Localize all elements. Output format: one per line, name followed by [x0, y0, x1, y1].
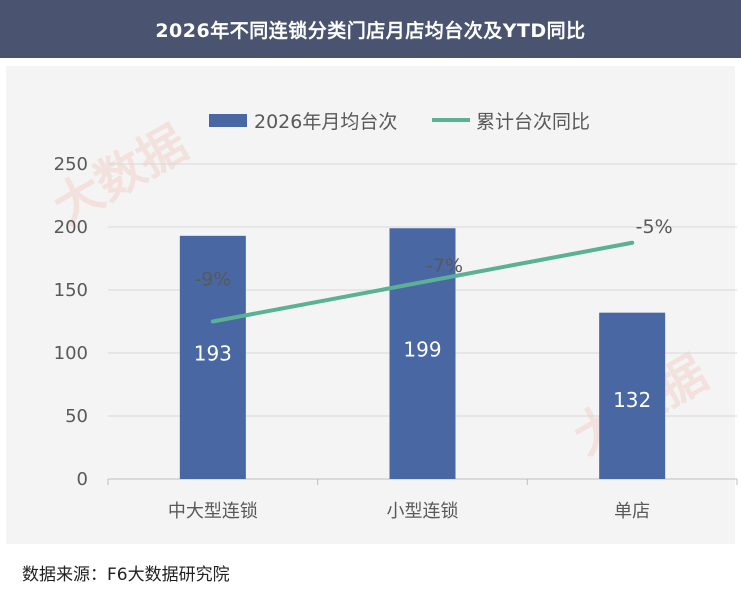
bar-layer	[179, 228, 666, 479]
x-tick-label: 单店	[614, 501, 650, 522]
line-value-label: -5%	[636, 216, 673, 238]
chart-title-bar: 2026年不同连锁分类门店月店均台次及YTD同比	[0, 0, 741, 58]
source-note: 数据来源：F6大数据研究院	[22, 565, 230, 585]
line-layer	[210, 240, 635, 324]
y-tick-label: 50	[65, 406, 88, 427]
legend: 2026年月均台次 累计台次同比	[209, 111, 590, 133]
line-value-label: -9%	[194, 269, 231, 291]
y-tick-label: 150	[54, 280, 88, 301]
legend-label-line: 累计台次同比	[476, 111, 590, 133]
x-tick-label: 中大型连锁	[168, 501, 258, 522]
y-tick-label: 200	[54, 217, 88, 238]
line-value-label: -7%	[426, 255, 463, 277]
y-tick-label: 250	[54, 154, 88, 175]
bar	[179, 235, 246, 479]
x-tick-label: 小型连锁	[387, 501, 459, 522]
bar-value-label: 132	[613, 388, 651, 412]
yoy-line	[210, 240, 635, 324]
chart-title: 2026年不同连锁分类门店月店均台次及YTD同比	[155, 19, 586, 42]
bar-value-label: 193	[194, 342, 232, 366]
label-layer: 193 199 132 -9% -7% -5%	[194, 216, 673, 412]
y-tick-label: 0	[77, 469, 88, 490]
y-tick-label: 100	[54, 343, 88, 364]
legend-swatch-bar	[209, 114, 247, 127]
legend-label-bar: 2026年月均台次	[254, 111, 397, 133]
bar-value-label: 199	[403, 338, 441, 362]
bar	[599, 312, 666, 479]
bar	[389, 228, 456, 479]
